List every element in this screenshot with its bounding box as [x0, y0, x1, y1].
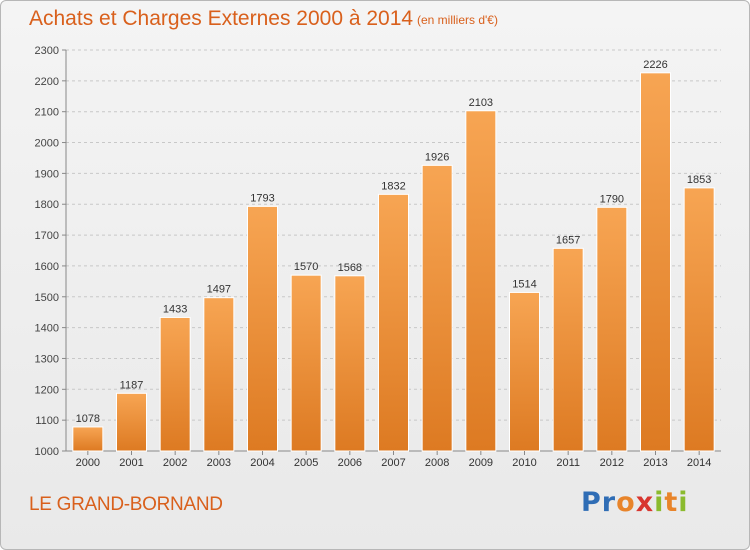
y-tick-label: 1800 — [35, 199, 59, 211]
bar-value-label: 1514 — [512, 278, 536, 290]
bar — [378, 193, 409, 452]
y-tick-label: 1700 — [35, 230, 59, 242]
x-tick-label: 2011 — [556, 457, 580, 469]
bar-value-label: 1832 — [381, 180, 405, 192]
chart-subtitle: (en milliers d'€) — [417, 13, 498, 27]
bar-value-label: 1790 — [600, 193, 624, 205]
bar-value-label: 1793 — [250, 192, 274, 204]
x-tick-label: 2003 — [207, 457, 231, 469]
bar — [596, 206, 628, 452]
bar — [247, 205, 278, 452]
bar — [72, 426, 104, 452]
x-tick-label: 2001 — [119, 457, 143, 469]
x-tick-label: 2002 — [163, 457, 187, 469]
bar-value-label: 1926 — [425, 151, 449, 163]
x-tick-label: 2007 — [381, 457, 405, 469]
x-tick-label: 2010 — [512, 457, 536, 469]
bar — [421, 164, 453, 452]
x-tick-label: 2005 — [294, 457, 318, 469]
y-tick-label: 1400 — [35, 323, 59, 335]
x-tick-label: 2000 — [76, 457, 100, 469]
bar-value-label: 1570 — [294, 261, 318, 273]
bar — [159, 316, 191, 452]
commune-name: LE GRAND-BORNAND — [29, 494, 223, 515]
y-tick-label: 1200 — [35, 384, 59, 396]
logo-letter: o — [616, 487, 636, 518]
y-tick-label: 2300 — [35, 45, 59, 57]
proxiti-logo: Proxiti — [581, 487, 689, 518]
logo-letter: P — [581, 487, 602, 518]
bar — [509, 291, 540, 452]
logo-letter: t — [664, 487, 679, 518]
logo-letter: r — [601, 487, 617, 518]
bar-value-label: 1187 — [120, 379, 144, 391]
bar-value-label: 1433 — [163, 303, 187, 315]
logo-letter: i — [678, 487, 689, 518]
bar-value-label: 1078 — [76, 413, 100, 425]
bar-value-label: 2103 — [469, 97, 493, 109]
y-tick-label: 1300 — [35, 353, 59, 365]
bar — [290, 274, 322, 452]
bar — [334, 275, 366, 452]
x-tick-label: 2009 — [469, 457, 493, 469]
x-tick-label: 2013 — [643, 457, 667, 469]
y-tick-label: 1500 — [35, 292, 59, 304]
bar — [203, 297, 235, 452]
bar-value-label: 1657 — [556, 234, 580, 246]
bar-value-label: 1497 — [207, 284, 231, 296]
x-tick-label: 2006 — [338, 457, 362, 469]
x-tick-label: 2004 — [250, 457, 274, 469]
y-tick-label: 1600 — [35, 261, 59, 273]
bar-value-label: 1568 — [338, 262, 362, 274]
chart-title: Achats et Charges Externes 2000 à 2014 — [29, 7, 414, 30]
bar — [683, 187, 715, 452]
bar — [640, 72, 671, 452]
bar — [465, 110, 497, 452]
y-tick-label: 1100 — [35, 415, 59, 427]
y-tick-label: 2000 — [35, 138, 59, 150]
bar — [116, 392, 147, 452]
logo-letter: x — [635, 487, 655, 518]
x-tick-label: 2012 — [600, 457, 624, 469]
y-tick-label: 1000 — [35, 446, 59, 458]
y-tick-label: 1900 — [35, 168, 59, 180]
bar-value-label: 1853 — [687, 174, 711, 186]
bar — [552, 247, 584, 452]
x-tick-label: 2008 — [425, 457, 449, 469]
bar-value-label: 2226 — [643, 59, 667, 71]
y-tick-label: 2100 — [35, 107, 59, 119]
x-tick-label: 2014 — [687, 457, 711, 469]
logo-letter: i — [654, 487, 665, 518]
y-tick-label: 2200 — [35, 76, 59, 88]
